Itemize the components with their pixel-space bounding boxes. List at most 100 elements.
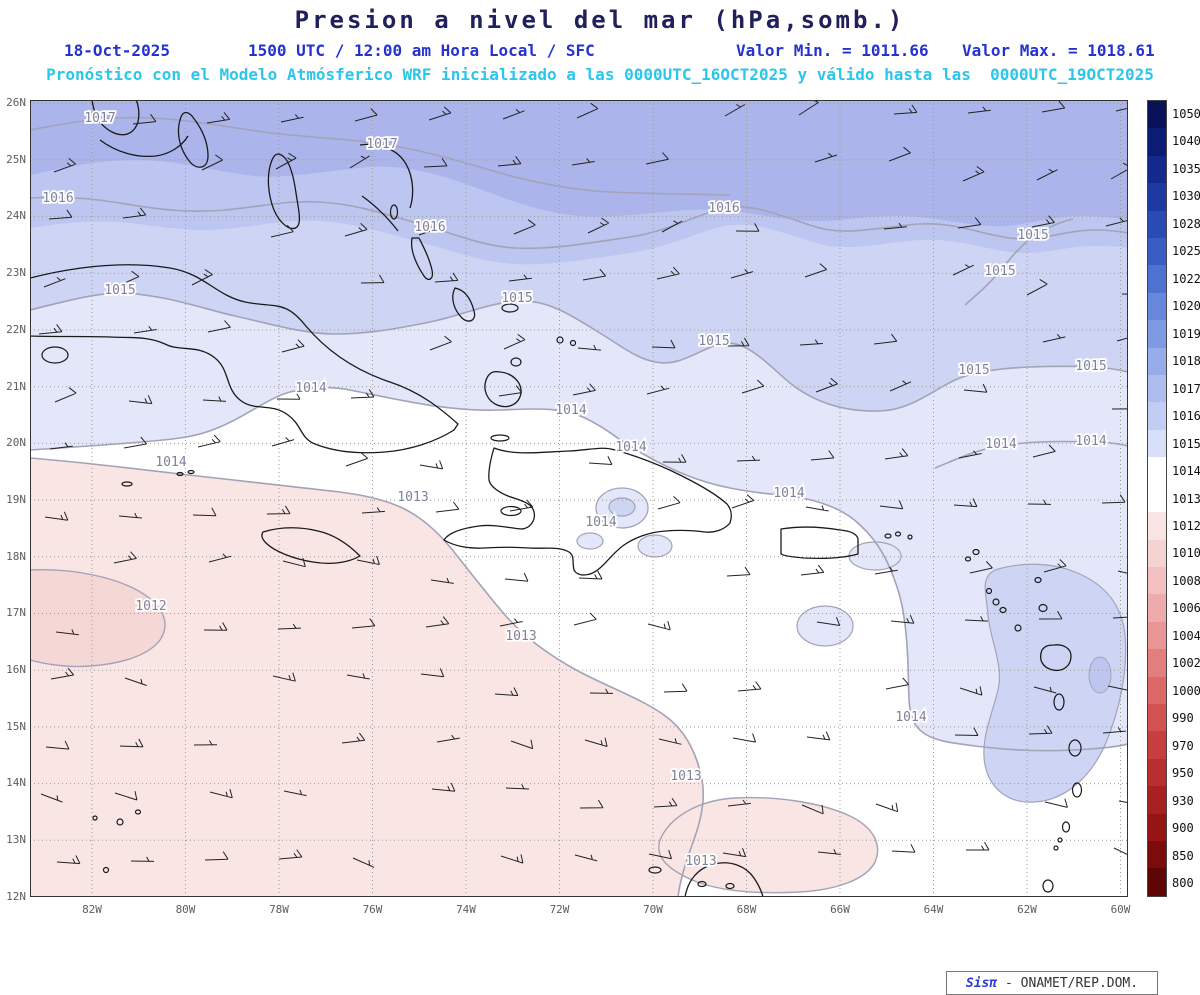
colorbar-swatch	[1148, 786, 1166, 814]
colorbar-swatch	[1148, 731, 1166, 759]
island	[116, 818, 124, 826]
island	[648, 866, 662, 874]
colorbar-swatch	[1148, 375, 1166, 403]
contour-label: 1014	[985, 437, 1016, 452]
shade-pink-1013	[30, 458, 704, 897]
colorbar-swatch	[1148, 347, 1166, 376]
island	[972, 548, 980, 556]
lat-label: 13N	[6, 833, 26, 847]
colorbar-label: 1012	[1172, 519, 1200, 533]
colorbar-swatch	[1148, 457, 1166, 485]
contour-label: 1016	[414, 220, 445, 235]
shade-antilles-patch	[983, 563, 1127, 803]
colorbar-label: 1015	[1172, 436, 1200, 451]
forecast-date: 18-Oct-2025	[64, 41, 170, 60]
colorbar-label: 1019	[1172, 326, 1200, 341]
colorbar-swatch	[1148, 649, 1166, 677]
contour-labels-group: 1017 1017 1016 1016 1016 1015 1015 1015 1015 1015…	[41, 109, 1109, 871]
coast-guadeloupe	[1039, 644, 1072, 672]
island	[176, 471, 184, 477]
colorbar-label: 1018	[1172, 354, 1200, 369]
watermark-box: Sisπ - ONAMET/REP.DOM.	[946, 971, 1158, 995]
lon-label: 60W	[1110, 903, 1131, 916]
colorbar-swatch	[1148, 868, 1166, 896]
watermark-brand: Sisπ	[965, 975, 998, 991]
island	[999, 606, 1007, 614]
colorbar-swatch	[1148, 155, 1166, 184]
watermark-org: - ONAMET/REP.DOM.	[997, 975, 1139, 991]
lon-label: 82W	[82, 903, 102, 916]
island	[510, 357, 522, 367]
island	[501, 303, 519, 313]
colorbar-swatch	[1148, 594, 1166, 622]
colorbar-label: 1002	[1172, 656, 1200, 671]
colorbar-swatch	[1148, 621, 1166, 650]
map-canvas: 1017 1017 1016 1016 1016 1015 1015 1015 1015 1015…	[30, 100, 1158, 995]
colorbar-swatch	[1148, 512, 1166, 540]
island	[1068, 739, 1082, 757]
colorbar-swatch	[1148, 429, 1166, 458]
island	[102, 866, 110, 874]
island	[894, 531, 902, 537]
lon-label: 68W	[736, 903, 757, 916]
island	[725, 882, 735, 890]
island	[884, 533, 892, 539]
lon-label: 76W	[362, 903, 383, 916]
contour-label: 1013	[505, 629, 536, 644]
colorbar-swatch	[1148, 292, 1166, 321]
island	[389, 204, 399, 220]
lon-label: 78W	[269, 903, 289, 916]
lat-label: 15N	[6, 719, 26, 733]
colorbar-label: 1035	[1172, 161, 1200, 176]
lon-label: 74W	[456, 903, 476, 916]
island	[41, 346, 69, 364]
island	[697, 880, 707, 888]
island	[992, 598, 1000, 606]
lat-label: 25N	[6, 152, 26, 166]
coastlines	[30, 100, 1072, 897]
contour-label: 1014	[555, 403, 586, 418]
colorbar-swatch	[1148, 101, 1166, 129]
colorbar-label: 800	[1172, 876, 1194, 891]
island	[1014, 624, 1022, 632]
colorbar-strip	[1147, 100, 1167, 897]
contour-label: 1014	[155, 455, 186, 470]
colorbar-label: 1017	[1172, 381, 1200, 396]
coast-guajira	[684, 862, 764, 897]
lat-label: 21N	[6, 379, 26, 393]
colorbar-label: 1014	[1172, 464, 1200, 479]
colorbar-labels: 1050 1040 1035 1030 1028 1025 1022 1020 1019 1018…	[1172, 100, 1200, 897]
contour-label: 1014	[295, 381, 326, 396]
contour-label: 1017	[366, 137, 397, 152]
contour-label: 1013	[685, 854, 716, 869]
colorbar-label: 1030	[1172, 189, 1200, 204]
lat-label: 19N	[6, 492, 26, 506]
coast-hispaniola	[443, 447, 732, 576]
contour-label: 1015	[1017, 228, 1048, 243]
colorbar-swatch	[1148, 210, 1166, 239]
model-info-line: Pronóstico con el Modelo Atmósferico WRF…	[46, 65, 1154, 84]
colorbar-label: 1050	[1172, 106, 1200, 121]
colorbar-label: 990	[1172, 711, 1194, 726]
contour-label: 1015	[958, 363, 989, 378]
contour-label: 1015	[984, 264, 1015, 279]
contour-label: 1015	[698, 334, 729, 349]
wind-barb-field	[38, 100, 1128, 868]
contour-label: 1015	[1075, 359, 1106, 374]
colorbar-label: 970	[1172, 738, 1194, 753]
island	[121, 481, 133, 487]
lat-label: 23N	[6, 266, 26, 280]
island	[907, 534, 913, 540]
value-max: Valor Max. = 1018.61	[962, 41, 1155, 60]
lat-label: 17N	[6, 606, 26, 620]
contour-label: 1014	[773, 486, 804, 501]
colorbar-swatch	[1148, 758, 1166, 787]
contour-label: 1014	[615, 440, 646, 455]
colorbar-swatch	[1148, 402, 1166, 430]
contour-label: 1013	[397, 490, 428, 505]
colorbar-label: 900	[1172, 821, 1194, 836]
lat-label: 20N	[6, 436, 26, 450]
forecast-hour: 1500 UTC / 12:00 am Hora Local / SFC	[248, 41, 595, 60]
island	[569, 339, 577, 347]
coast-puerto-rico	[780, 526, 859, 560]
